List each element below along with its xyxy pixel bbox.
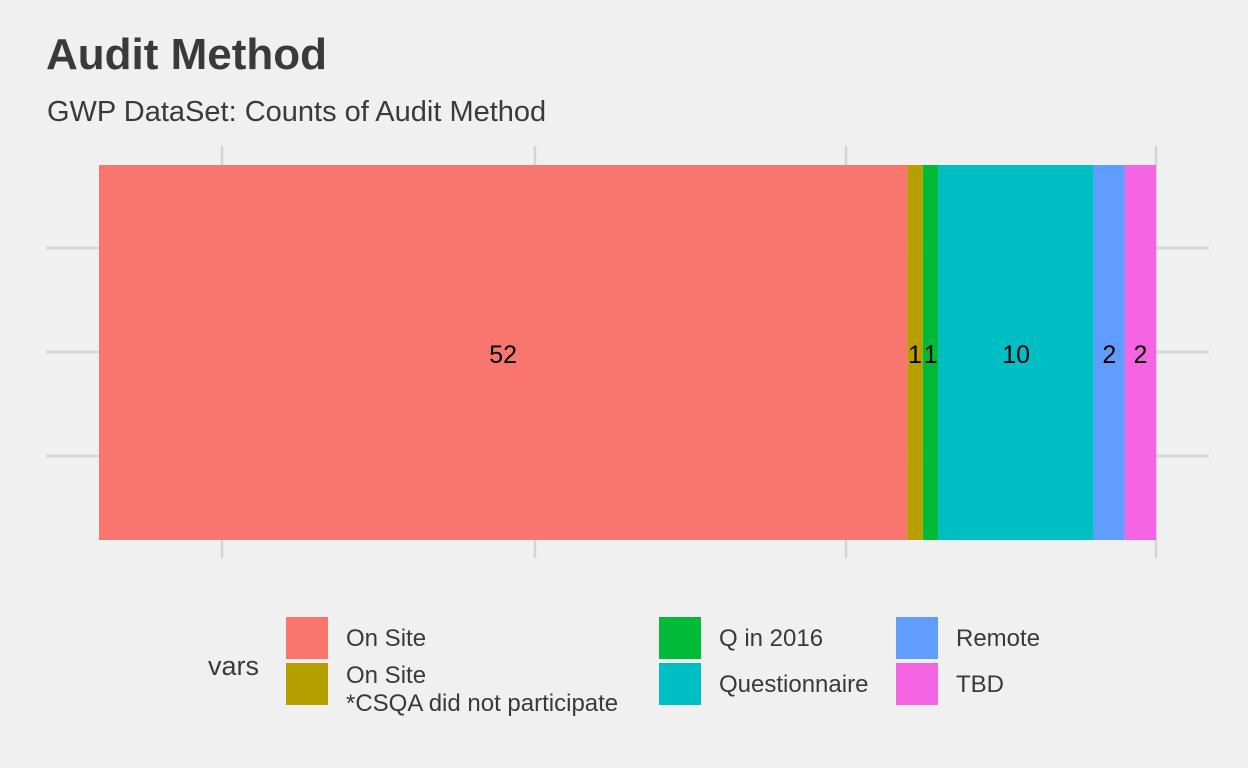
bar-segment xyxy=(1124,165,1156,540)
bars xyxy=(99,165,1156,540)
bar-segment xyxy=(1093,165,1125,540)
bar-data-label: 52 xyxy=(489,341,517,369)
legend-key xyxy=(659,663,701,705)
bar-data-label: 2 xyxy=(1102,341,1116,369)
legend-title: vars xyxy=(208,651,260,681)
legend-key xyxy=(286,663,328,705)
chart-subtitle: GWP DataSet: Counts of Audit Method xyxy=(47,96,547,128)
legend-key xyxy=(659,617,701,659)
legend-label: Q in 2016 xyxy=(719,625,824,652)
legend-label: On Site xyxy=(346,625,427,652)
legend-key xyxy=(896,663,938,705)
legend-label: Remote xyxy=(956,625,1041,652)
legend-label: On Site *CSQA did not participate xyxy=(346,662,619,717)
legend-label: Questionnaire xyxy=(719,671,869,698)
bar-data-label: 2 xyxy=(1134,341,1148,369)
bar-segment xyxy=(922,165,939,540)
chart-title: Audit Method xyxy=(46,30,328,79)
bar-segment xyxy=(938,165,1094,540)
legend-key xyxy=(286,617,328,659)
bar-segment xyxy=(907,165,923,540)
bar-labels: 52 1 1 10 2 2 xyxy=(489,341,1147,369)
bar-data-label: 1 xyxy=(924,341,938,369)
bar-segment xyxy=(99,165,908,540)
legend-label: TBD xyxy=(956,671,1004,698)
bar-data-label: 1 xyxy=(908,341,922,369)
legend-key xyxy=(896,617,938,659)
bar-data-label: 10 xyxy=(1002,341,1030,369)
